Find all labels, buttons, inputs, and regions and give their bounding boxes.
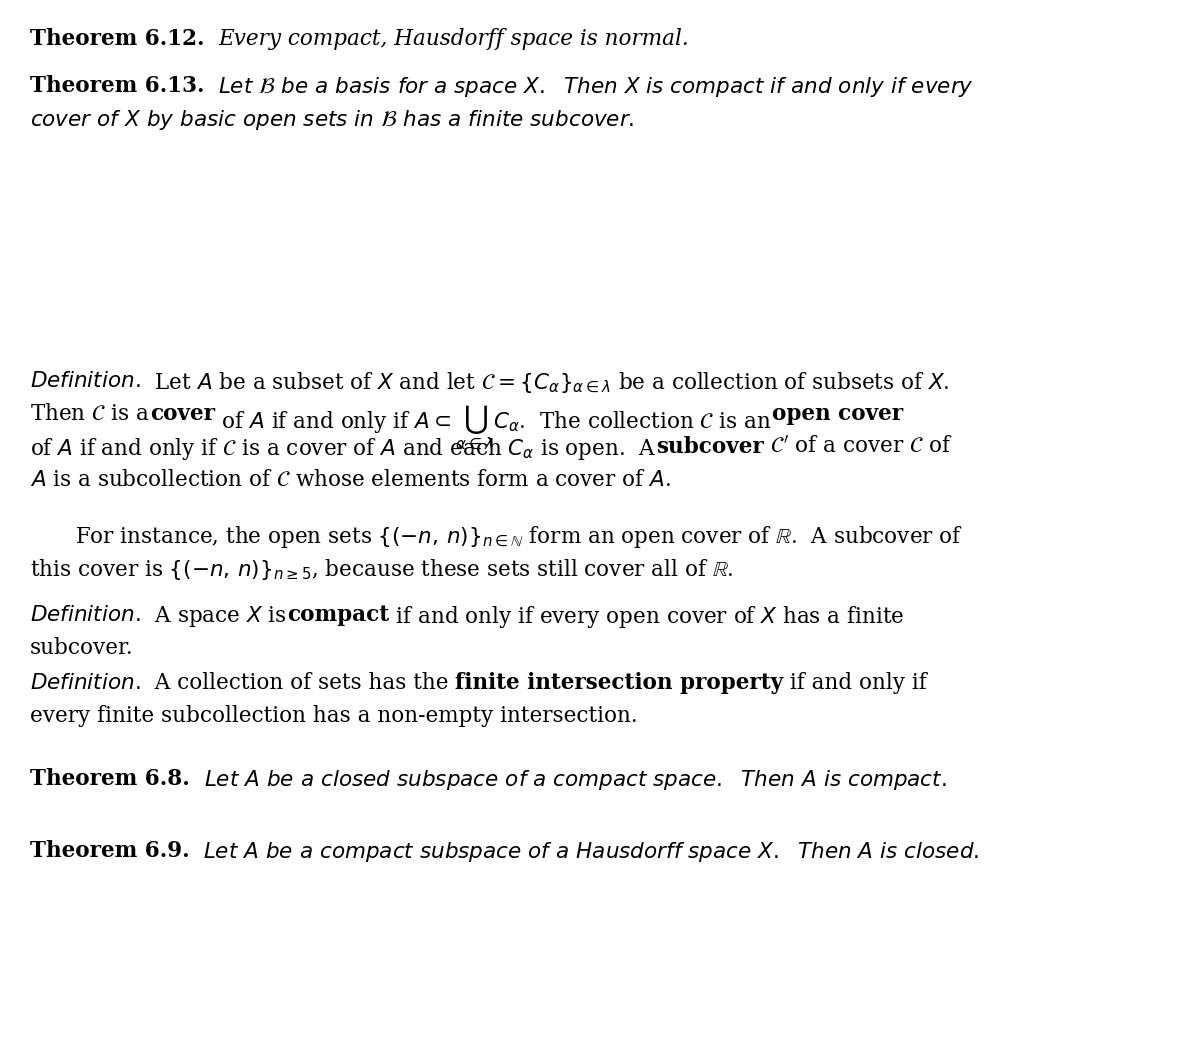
Text: of $A$ if and only if $\mathcal{C}$ is a cover of $A$ and each $C_\alpha$ is ope: of $A$ if and only if $\mathcal{C}$ is a… — [30, 436, 656, 462]
Text: every finite subcollection has a non-empty intersection.: every finite subcollection has a non-emp… — [30, 705, 637, 727]
Text: $\mathit{Definition.}$: $\mathit{Definition.}$ — [30, 370, 140, 392]
Text: For instance, the open sets $\{(-n,\, n)\}_{n \in \mathbb{N}}$ form an open cove: For instance, the open sets $\{(-n,\, n)… — [74, 524, 964, 550]
Text: Let $A$ be a subset of $X$ and let $\mathcal{C} = \{C_\alpha\}_{\alpha \in \lamb: Let $A$ be a subset of $X$ and let $\mat… — [140, 370, 949, 395]
Text: subcover.: subcover. — [30, 637, 133, 659]
Text: Theorem 6.9.: Theorem 6.9. — [30, 840, 190, 862]
Text: $\mathit{Let\ A\ be\ a\ compact\ subspace\ of\ a\ Hausdorff\ space\ X.\ \ Then\ : $\mathit{Let\ A\ be\ a\ compact\ subspac… — [203, 840, 979, 864]
Text: compact: compact — [287, 604, 390, 626]
Text: A collection of sets has the: A collection of sets has the — [140, 672, 455, 693]
Text: if and only if every open cover of $X$ has a finite: if and only if every open cover of $X$ h… — [390, 604, 905, 630]
Text: if and only if: if and only if — [784, 672, 926, 693]
Text: $\mathit{Let\ A\ be\ a\ closed\ subspace\ of\ a\ compact\ space.\ \ Then\ A\ is\: $\mathit{Let\ A\ be\ a\ closed\ subspace… — [204, 768, 946, 792]
Text: subcover: subcover — [656, 436, 764, 458]
Text: $\mathit{Definition.}$: $\mathit{Definition.}$ — [30, 604, 140, 626]
Text: of $A$ if and only if $A \subset \bigcup_{\alpha\in\lambda} C_\alpha$.  The coll: of $A$ if and only if $A \subset \bigcup… — [215, 403, 773, 452]
Text: cover: cover — [150, 403, 215, 425]
Text: Theorem 6.8.: Theorem 6.8. — [30, 768, 190, 790]
Text: open cover: open cover — [773, 403, 904, 425]
Text: Theorem 6.13.: Theorem 6.13. — [30, 75, 204, 97]
Text: finite intersection property: finite intersection property — [455, 672, 784, 693]
Text: this cover is $\{(-n,\, n)\}_{n \geq 5}$, because these sets still cover all of : this cover is $\{(-n,\, n)\}_{n \geq 5}$… — [30, 558, 733, 582]
Text: $\mathit{Let}$ $\mathcal{B}$ $\mathit{be\ a\ basis\ for\ a\ space\ X.\ \ Then\ X: $\mathit{Let}$ $\mathcal{B}$ $\mathit{be… — [218, 75, 974, 99]
Text: $\mathit{cover\ of\ X\ by\ basic\ open\ sets\ in}$ $\mathcal{B}$ $\mathit{has\ a: $\mathit{cover\ of\ X\ by\ basic\ open\ … — [30, 108, 635, 132]
Text: Every compact, Hausdorff space is normal.: Every compact, Hausdorff space is normal… — [218, 28, 689, 50]
Text: Theorem 6.12.: Theorem 6.12. — [30, 28, 204, 50]
Text: $A$ is a subcollection of $\mathcal{C}$ whose elements form a cover of $A$.: $A$ is a subcollection of $\mathcal{C}$ … — [30, 469, 671, 491]
Text: Then $\mathcal{C}$ is a: Then $\mathcal{C}$ is a — [30, 403, 150, 425]
Text: A space $X$ is: A space $X$ is — [140, 604, 287, 629]
Text: $\mathcal{C}^{\prime}$ of a cover $\mathcal{C}$ of: $\mathcal{C}^{\prime}$ of a cover $\math… — [764, 436, 953, 458]
Text: $\mathit{Definition.}$: $\mathit{Definition.}$ — [30, 672, 140, 693]
